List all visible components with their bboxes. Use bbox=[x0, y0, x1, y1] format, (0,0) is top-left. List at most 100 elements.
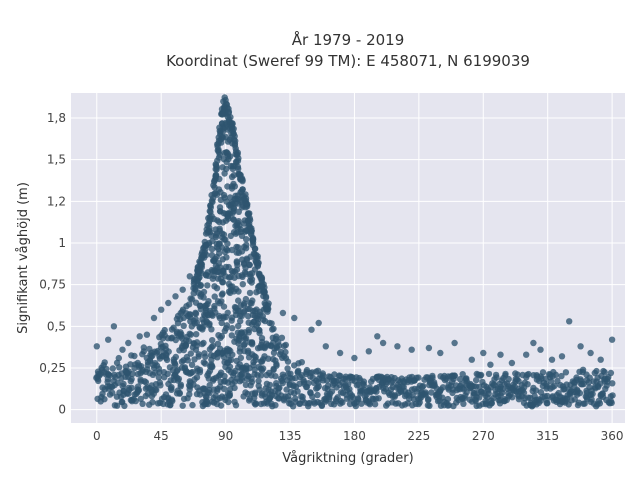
scatter-point bbox=[140, 344, 147, 351]
scatter-point bbox=[212, 161, 219, 168]
scatter-point bbox=[426, 402, 433, 409]
x-tick-label: 45 bbox=[154, 429, 169, 443]
scatter-point bbox=[537, 346, 544, 353]
scatter-point bbox=[485, 370, 493, 378]
scatter-point bbox=[220, 385, 228, 392]
scatter-point bbox=[270, 325, 277, 332]
scatter-point bbox=[202, 353, 209, 360]
scatter-point bbox=[187, 311, 194, 318]
y-axis-label: Signifikant våghöjd (m) bbox=[16, 182, 31, 334]
scatter-point bbox=[235, 155, 242, 162]
scatter-point bbox=[308, 326, 315, 333]
scatter-point bbox=[141, 378, 148, 385]
scatter-point bbox=[456, 376, 464, 383]
scatter-point bbox=[246, 261, 253, 268]
scatter-point bbox=[291, 314, 298, 322]
scatter-point bbox=[223, 254, 230, 261]
scatter-point bbox=[539, 369, 547, 376]
scatter-point bbox=[246, 289, 254, 297]
scatter-point bbox=[209, 337, 216, 344]
scatter-point bbox=[137, 395, 144, 403]
scatter-point bbox=[150, 314, 158, 322]
scatter-point bbox=[223, 165, 230, 173]
scatter-point bbox=[193, 374, 201, 381]
scatter-point bbox=[241, 341, 248, 348]
scatter-point bbox=[221, 327, 228, 335]
scatter-point bbox=[230, 205, 238, 212]
scatter-point bbox=[208, 245, 216, 253]
scatter-point bbox=[524, 381, 531, 388]
scatter-point bbox=[192, 310, 200, 317]
scatter-point bbox=[213, 350, 220, 358]
scatter-point bbox=[206, 217, 213, 225]
scatter-point bbox=[499, 385, 506, 393]
scatter-point bbox=[95, 377, 102, 385]
scatter-point bbox=[213, 285, 221, 292]
scatter-point bbox=[125, 390, 132, 397]
scatter-point bbox=[156, 379, 163, 386]
scatter-point bbox=[228, 332, 235, 339]
scatter-point bbox=[425, 344, 433, 352]
x-tick-label: 315 bbox=[536, 429, 559, 443]
scatter-point bbox=[196, 369, 204, 376]
scatter-point bbox=[161, 326, 168, 334]
scatter-point bbox=[451, 339, 458, 347]
scatter-point bbox=[237, 354, 245, 362]
scatter-point bbox=[248, 378, 256, 386]
scatter-point bbox=[219, 279, 227, 286]
scatter-point bbox=[155, 374, 162, 381]
scatter-point bbox=[256, 326, 263, 334]
scatter-point bbox=[309, 393, 316, 400]
scatter-point bbox=[314, 391, 321, 399]
scatter-point bbox=[207, 208, 214, 216]
scatter-point bbox=[147, 357, 154, 365]
scatter-point bbox=[193, 342, 200, 349]
scatter-point bbox=[394, 343, 401, 350]
scatter-point bbox=[487, 361, 494, 368]
scatter-point bbox=[131, 352, 138, 360]
scatter-point bbox=[530, 339, 537, 347]
scatter-point bbox=[275, 338, 282, 346]
y-tick-label: 1,8 bbox=[47, 111, 66, 125]
scatter-point bbox=[242, 335, 250, 342]
scatter-point bbox=[336, 349, 344, 357]
scatter-point bbox=[609, 380, 616, 387]
scatter-point bbox=[537, 389, 545, 396]
scatter-point bbox=[235, 297, 242, 304]
scatter-point bbox=[206, 381, 213, 389]
scatter-point bbox=[208, 326, 215, 333]
scatter-point bbox=[93, 343, 101, 350]
scatter-point bbox=[597, 356, 604, 363]
scatter-point bbox=[189, 368, 196, 376]
scatter-point bbox=[187, 295, 194, 302]
y-tick-label: 0,75 bbox=[39, 278, 66, 292]
scatter-point bbox=[235, 208, 242, 215]
y-axis-ticks: 0 0,25 0,5 0,75 1 1,2 1,5 1,8 bbox=[39, 111, 66, 417]
scatter-point bbox=[217, 130, 224, 138]
scatter-point bbox=[165, 348, 172, 355]
scatter-point bbox=[143, 331, 151, 338]
scatter-point bbox=[485, 390, 492, 397]
scatter-point bbox=[305, 380, 312, 387]
scatter-point bbox=[299, 393, 306, 401]
scatter-point bbox=[186, 273, 193, 280]
scatter-point bbox=[237, 317, 244, 325]
scatter-point bbox=[188, 361, 196, 368]
scatter-point bbox=[476, 394, 483, 401]
scatter-point bbox=[127, 378, 134, 385]
scatter-point bbox=[242, 381, 250, 389]
scatter-point bbox=[480, 349, 487, 357]
scatter-point bbox=[187, 350, 194, 357]
scatter-point bbox=[580, 400, 587, 407]
scatter-point bbox=[172, 353, 179, 361]
scatter-point bbox=[235, 340, 242, 347]
scatter-point bbox=[198, 262, 205, 269]
scatter-point bbox=[255, 377, 262, 385]
scatter-point bbox=[272, 402, 279, 409]
scatter-point bbox=[169, 397, 176, 405]
scatter-point bbox=[153, 386, 160, 394]
scatter-point bbox=[379, 339, 387, 347]
scatter-point bbox=[520, 389, 528, 396]
scatter-point bbox=[231, 384, 238, 392]
